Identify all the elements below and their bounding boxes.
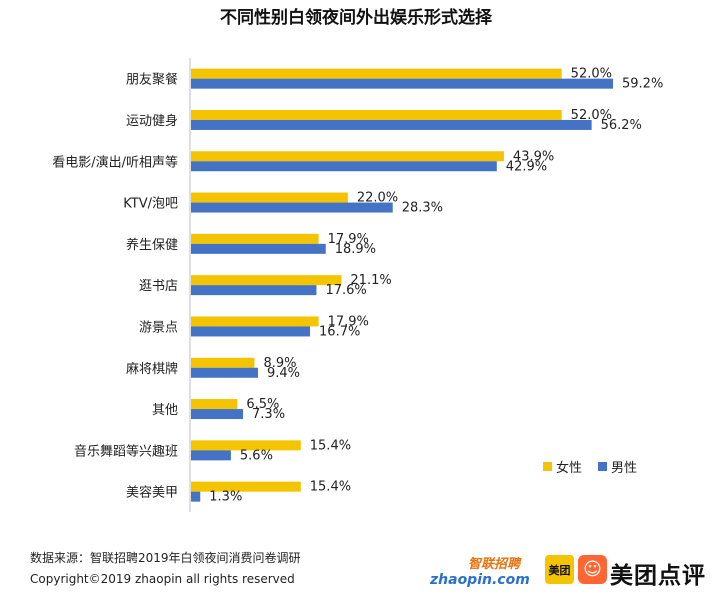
bar-female <box>191 233 319 244</box>
bar-female <box>191 109 562 120</box>
value-label-male: 59.2% <box>622 77 663 92</box>
legend: 女性 男性 <box>543 460 637 476</box>
category-label: 音乐舞蹈等兴趣班 <box>74 443 178 459</box>
value-label-male: 42.9% <box>506 159 547 174</box>
bar-female <box>191 440 301 451</box>
legend-label-female: 女性 <box>556 460 582 476</box>
value-label-female: 52.0% <box>571 108 612 123</box>
zhaopin-logo-cn: 智联招聘 <box>468 556 522 572</box>
category-label: 运动健身 <box>126 113 178 129</box>
bar-male <box>191 119 592 130</box>
bar-female <box>191 316 319 327</box>
value-label-female: 6.5% <box>246 397 279 412</box>
value-label-female: 17.9% <box>328 232 369 247</box>
legend-swatch-female <box>543 462 552 471</box>
value-label-female: 43.9% <box>513 149 554 164</box>
value-label-male: 18.9% <box>335 242 376 257</box>
value-label-male: 7.3% <box>252 407 285 422</box>
bar-female <box>191 481 301 492</box>
category-label: 养生保健 <box>126 237 178 253</box>
chart-title: 不同性别白领夜间外出娱乐形式选择 <box>220 7 493 28</box>
bar-male <box>191 285 317 296</box>
category-label: KTV/泡吧 <box>123 197 178 212</box>
bar-female <box>191 68 562 79</box>
value-label-male: 5.6% <box>240 448 273 463</box>
bar-male <box>191 161 497 172</box>
category-label: 麻将棋牌 <box>126 361 178 377</box>
bar-female <box>191 151 504 162</box>
category-label: 其他 <box>152 403 178 418</box>
zhaopin-logo: 智联招聘 zhaopin.com <box>429 556 530 587</box>
bar-male <box>191 491 201 502</box>
value-label-female: 15.4% <box>310 438 351 453</box>
value-label-female: 15.4% <box>310 480 351 495</box>
value-label-male: 56.2% <box>601 118 642 133</box>
dianping-icon: ☺ <box>578 555 607 584</box>
category-label: 美容美甲 <box>126 485 178 501</box>
value-label-female: 22.0% <box>357 191 398 206</box>
bar-female <box>191 275 342 286</box>
value-label-female: 52.0% <box>571 67 612 82</box>
bar-female <box>191 357 255 368</box>
category-label: 朋友聚餐 <box>126 72 178 88</box>
zhaopin-logo-en: zhaopin.com <box>429 572 530 587</box>
bar-male <box>191 243 326 254</box>
legend-label-male: 男性 <box>611 461 637 476</box>
value-label-male: 16.7% <box>319 324 360 339</box>
category-label: 看电影/演出/听相声等 <box>52 154 178 170</box>
bar-male <box>191 367 259 378</box>
meituan-logo: 美团 <box>545 555 574 584</box>
bar-male <box>191 78 613 89</box>
bar-male <box>191 450 231 461</box>
legend-swatch-male <box>598 462 607 471</box>
copyright-note: Copyright©2019 zhaopin all rights reserv… <box>30 572 295 586</box>
bar-male <box>191 202 393 213</box>
meituan-dianping-logo-text: 美团点评 <box>610 563 706 589</box>
bar-female <box>191 192 348 203</box>
value-label-male: 9.4% <box>267 366 300 381</box>
bar-male <box>191 326 311 337</box>
bars-layer: 朋友聚餐 52.0%59.2%运动健身 52.0%56.2%看电影/演出/听相声等 4… <box>52 67 663 505</box>
data-source-note: 数据来源：智联招聘2019年白领夜间消费问卷调研 <box>30 551 301 565</box>
category-label: 游景点 <box>139 320 178 335</box>
bar-female <box>191 399 238 410</box>
value-label-male: 17.6% <box>325 283 366 298</box>
category-label: 逛书店 <box>139 279 178 294</box>
bar-male <box>191 409 244 420</box>
value-label-male: 1.3% <box>209 490 242 505</box>
value-label-female: 21.1% <box>350 273 391 288</box>
value-label-female: 17.9% <box>328 314 369 329</box>
value-label-female: 8.9% <box>263 356 296 371</box>
value-label-male: 28.3% <box>402 201 443 216</box>
